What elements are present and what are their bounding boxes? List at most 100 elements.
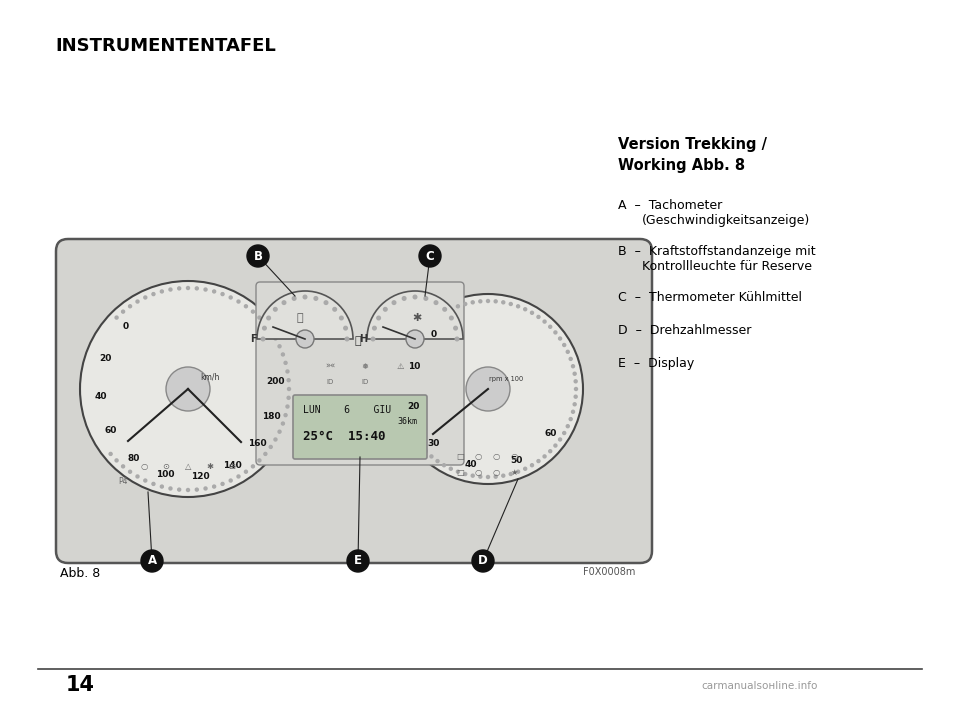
Circle shape xyxy=(141,550,163,572)
Circle shape xyxy=(252,310,254,313)
Circle shape xyxy=(160,485,163,488)
Text: 200: 200 xyxy=(267,376,285,386)
Circle shape xyxy=(258,459,261,462)
Circle shape xyxy=(537,316,540,318)
Circle shape xyxy=(303,295,307,298)
Circle shape xyxy=(393,301,396,304)
Circle shape xyxy=(569,418,572,420)
Circle shape xyxy=(571,411,574,413)
Circle shape xyxy=(554,331,557,334)
Text: INSTRUMENTENTAFEL: INSTRUMENTENTAFEL xyxy=(55,37,276,55)
Text: D: D xyxy=(478,554,488,567)
Text: A: A xyxy=(148,554,156,567)
Text: 0: 0 xyxy=(430,330,437,339)
Circle shape xyxy=(419,245,441,267)
Text: 40: 40 xyxy=(94,392,107,401)
Circle shape xyxy=(554,444,557,447)
Circle shape xyxy=(455,337,459,341)
Circle shape xyxy=(479,475,482,478)
Circle shape xyxy=(449,316,453,320)
Circle shape xyxy=(237,300,240,303)
Circle shape xyxy=(566,350,569,353)
Circle shape xyxy=(144,296,147,299)
Text: »«: »« xyxy=(324,362,335,371)
Circle shape xyxy=(267,316,271,320)
Circle shape xyxy=(247,245,269,267)
Text: C  –  Thermometer Kühlmittel: C – Thermometer Kühlmittel xyxy=(618,291,802,304)
Text: C: C xyxy=(425,250,434,262)
Text: 50: 50 xyxy=(511,456,523,465)
Circle shape xyxy=(549,325,552,328)
Circle shape xyxy=(166,367,210,411)
Circle shape xyxy=(566,425,569,428)
Text: E: E xyxy=(354,554,362,567)
Circle shape xyxy=(573,403,576,406)
Text: 0: 0 xyxy=(123,323,129,331)
Text: H: H xyxy=(359,334,367,344)
Circle shape xyxy=(524,308,527,311)
Circle shape xyxy=(383,308,387,311)
Circle shape xyxy=(296,330,314,348)
Text: P4: P4 xyxy=(118,477,128,486)
Circle shape xyxy=(516,305,519,308)
Text: 40: 40 xyxy=(465,459,477,469)
Circle shape xyxy=(571,364,574,368)
Text: 120: 120 xyxy=(191,471,209,481)
Circle shape xyxy=(136,475,139,478)
Circle shape xyxy=(456,470,460,473)
Circle shape xyxy=(436,316,439,318)
Circle shape xyxy=(109,452,112,455)
Circle shape xyxy=(344,326,348,330)
Circle shape xyxy=(563,343,565,347)
Text: 14: 14 xyxy=(65,675,94,695)
Circle shape xyxy=(574,380,577,383)
Circle shape xyxy=(195,488,199,491)
Circle shape xyxy=(569,357,572,360)
Circle shape xyxy=(284,362,287,364)
Circle shape xyxy=(281,353,284,356)
Text: F: F xyxy=(250,334,256,344)
Circle shape xyxy=(122,465,125,468)
Circle shape xyxy=(195,287,199,290)
Circle shape xyxy=(269,445,273,448)
Circle shape xyxy=(449,467,452,470)
Text: Kontrollleuchte für Reserve: Kontrollleuchte für Reserve xyxy=(642,260,812,273)
Circle shape xyxy=(237,475,240,478)
Circle shape xyxy=(443,308,446,311)
Circle shape xyxy=(454,326,457,330)
Circle shape xyxy=(136,300,139,303)
Circle shape xyxy=(152,293,155,296)
Circle shape xyxy=(346,337,348,341)
Circle shape xyxy=(443,311,445,314)
Text: ⊙: ⊙ xyxy=(162,462,170,471)
Circle shape xyxy=(245,305,248,308)
Text: Abb. 8: Abb. 8 xyxy=(60,567,100,580)
Circle shape xyxy=(531,311,534,314)
Circle shape xyxy=(424,450,427,453)
Text: 160: 160 xyxy=(248,439,267,447)
FancyBboxPatch shape xyxy=(256,282,464,465)
Circle shape xyxy=(377,316,380,320)
Text: F0X0008m: F0X0008m xyxy=(583,567,636,577)
Text: A  –  Tachometer: A – Tachometer xyxy=(618,199,722,212)
Circle shape xyxy=(122,310,125,313)
Text: 36km: 36km xyxy=(397,417,417,426)
Circle shape xyxy=(287,388,291,391)
Wedge shape xyxy=(367,291,463,339)
Circle shape xyxy=(169,487,172,490)
Text: □: □ xyxy=(456,452,464,461)
Circle shape xyxy=(430,455,433,458)
Text: km/h: km/h xyxy=(201,372,220,381)
Circle shape xyxy=(274,337,277,340)
Text: ⚠: ⚠ xyxy=(396,362,404,371)
Circle shape xyxy=(494,475,497,478)
Circle shape xyxy=(420,444,422,447)
Text: ○: ○ xyxy=(492,452,499,461)
Text: ○: ○ xyxy=(474,468,482,477)
Text: B: B xyxy=(253,250,262,262)
Circle shape xyxy=(471,301,474,304)
Circle shape xyxy=(286,370,289,373)
Circle shape xyxy=(278,345,281,348)
Circle shape xyxy=(372,337,374,341)
Circle shape xyxy=(115,459,118,462)
